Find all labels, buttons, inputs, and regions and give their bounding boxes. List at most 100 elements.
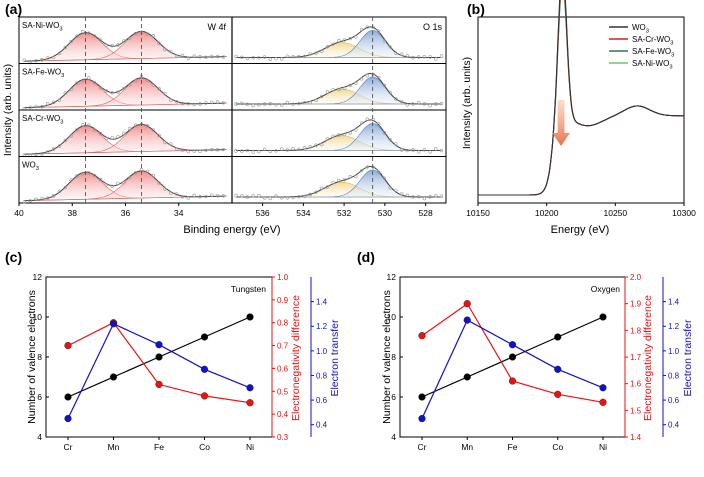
panel-label-c: (c) (5, 249, 22, 265)
c-data-point (200, 392, 209, 400)
c-data-point (109, 373, 118, 381)
d-ylabel-left: Number of valence electrons (381, 290, 393, 424)
b-series-line (478, 0, 684, 196)
c-y-tick-label-2: 1.0 (316, 347, 328, 356)
a-o1s-envelope (236, 72, 440, 105)
panel-label-a: (a) (5, 1, 22, 17)
a-o1s-fit-peak (236, 88, 442, 105)
b-legend-label: SA-Fe-WO3 (632, 47, 674, 58)
d-data-point (599, 398, 607, 406)
c-y-tick-label: 4 (37, 432, 42, 442)
c-x-tick-label: Mn (108, 442, 120, 452)
b-xlabel: Energy (eV) (551, 224, 610, 236)
d-y-tick-label: 12 (387, 272, 397, 282)
d-data-point (418, 393, 426, 401)
d-series-line (421, 302, 604, 403)
a-o1s-data-points (234, 72, 444, 108)
c-data-point (64, 414, 72, 423)
c-ylabel-red: Electronegativity difference (290, 295, 302, 421)
d-y-tick-label-2: 1.0 (668, 347, 680, 356)
c-ylabel-left: Number of valence electrons (26, 290, 38, 424)
a-w4f-tick-label: 34 (174, 208, 184, 218)
a-w4f-data-points (22, 29, 226, 64)
c-data-point (246, 384, 254, 392)
d-y-tick-label-2: 1.4 (668, 298, 680, 307)
b-series-line (478, 0, 684, 196)
d-annotation: Oxygen (591, 284, 621, 294)
d-data-point (554, 365, 562, 373)
d-data-point (599, 313, 607, 321)
c-y-tick-label: 12 (33, 272, 43, 282)
b-legend-label: WO3 (632, 23, 649, 34)
b-legend-label: SA-Ni-WO3 (632, 59, 673, 70)
d-data-point (463, 300, 471, 308)
d-y-tick-label: 6 (391, 392, 396, 402)
panel-label-d: (d) (357, 249, 375, 265)
c-y-tick-label-1: 0.3 (277, 433, 289, 442)
d-x-tick-label: Co (552, 442, 563, 452)
b-series-line (478, 0, 684, 196)
c-y-tick-label: 6 (37, 392, 42, 402)
a-o1s-label: O 1s (423, 22, 443, 32)
c-y-tick-label-2: 0.4 (316, 421, 328, 430)
a-o1s-tick-label: 534 (296, 208, 310, 218)
a-w4f-envelope (24, 170, 224, 202)
a-w4f-data-points (22, 167, 226, 204)
c-y-tick-label-1: 1.0 (277, 273, 289, 282)
a-o1s-tick-label: 536 (255, 208, 269, 218)
c-data-point (200, 365, 209, 373)
c-y-tick-label-2: 1.2 (316, 322, 328, 331)
d-x-tick-label: Cr (418, 442, 427, 452)
c-y-tick-label: 10 (33, 312, 43, 322)
a-w4f-label: W 4f (207, 22, 226, 32)
d-x-tick-label: Fe (508, 442, 518, 452)
c-data-point (246, 399, 254, 407)
d-data-point (418, 414, 426, 423)
d-y-tick-label-1: 1.4 (630, 433, 642, 442)
d-x-tick-label: Mn (461, 442, 473, 452)
a-o1s-fit-peak (236, 135, 442, 151)
c-data-point (200, 333, 209, 341)
c-y-tick-label-2: 1.4 (316, 298, 328, 307)
a-ylabel: Intensity (arb. units) (2, 64, 14, 156)
c-x-tick-label: Cr (64, 442, 73, 452)
d-y-tick-label: 8 (391, 352, 396, 362)
b-tick-label: 10150 (466, 208, 490, 218)
b-tick-label: 10300 (672, 208, 696, 218)
c-y-tick-label-1: 0.9 (277, 296, 289, 305)
c-x-tick-label: Fe (154, 442, 164, 452)
c-data-point (155, 353, 163, 361)
b-ylabel: Intensity (arb. units) (461, 57, 473, 149)
d-y-tick-label-2: 0.6 (668, 396, 680, 405)
a-o1s-fit-peak (236, 181, 442, 198)
d-data-point (508, 353, 517, 361)
c-y-tick-label-1: 0.4 (277, 410, 289, 419)
c-ylabel-blue: Electron transfer (329, 319, 341, 397)
c-data-point (246, 313, 254, 321)
b-legend-label: SA-Cr-WO3 (632, 35, 673, 46)
d-y-tick-label: 10 (387, 312, 397, 322)
a-w4f-tick-label: 40 (14, 208, 24, 218)
a-o1s-tick-label: 532 (337, 208, 351, 218)
c-series-line (67, 323, 251, 419)
b-series-line (478, 0, 684, 196)
b-tick-label: 10250 (604, 208, 628, 218)
d-data-point (508, 377, 517, 385)
d-y-tick-label-1: 1.6 (630, 380, 642, 389)
d-y-tick-label-1: 1.9 (630, 300, 642, 309)
d-data-point (418, 332, 426, 340)
a-o1s-tick-label: 530 (378, 208, 392, 218)
c-y-tick-label-1: 0.6 (277, 364, 289, 373)
c-y-tick-label-1: 0.8 (277, 319, 289, 328)
c-data-point (64, 341, 72, 350)
d-data-point (463, 316, 471, 324)
a-w4f-data-points (22, 122, 226, 157)
c-data-point (155, 341, 163, 349)
d-data-point (599, 384, 607, 392)
a-o1s-data-points (234, 25, 444, 61)
a-w4f-tick-label: 38 (68, 208, 78, 218)
c-y-tick-label-1: 0.5 (277, 387, 289, 396)
a-sample-label: WO3 (22, 161, 39, 172)
b-tick-label: 10200 (535, 208, 559, 218)
